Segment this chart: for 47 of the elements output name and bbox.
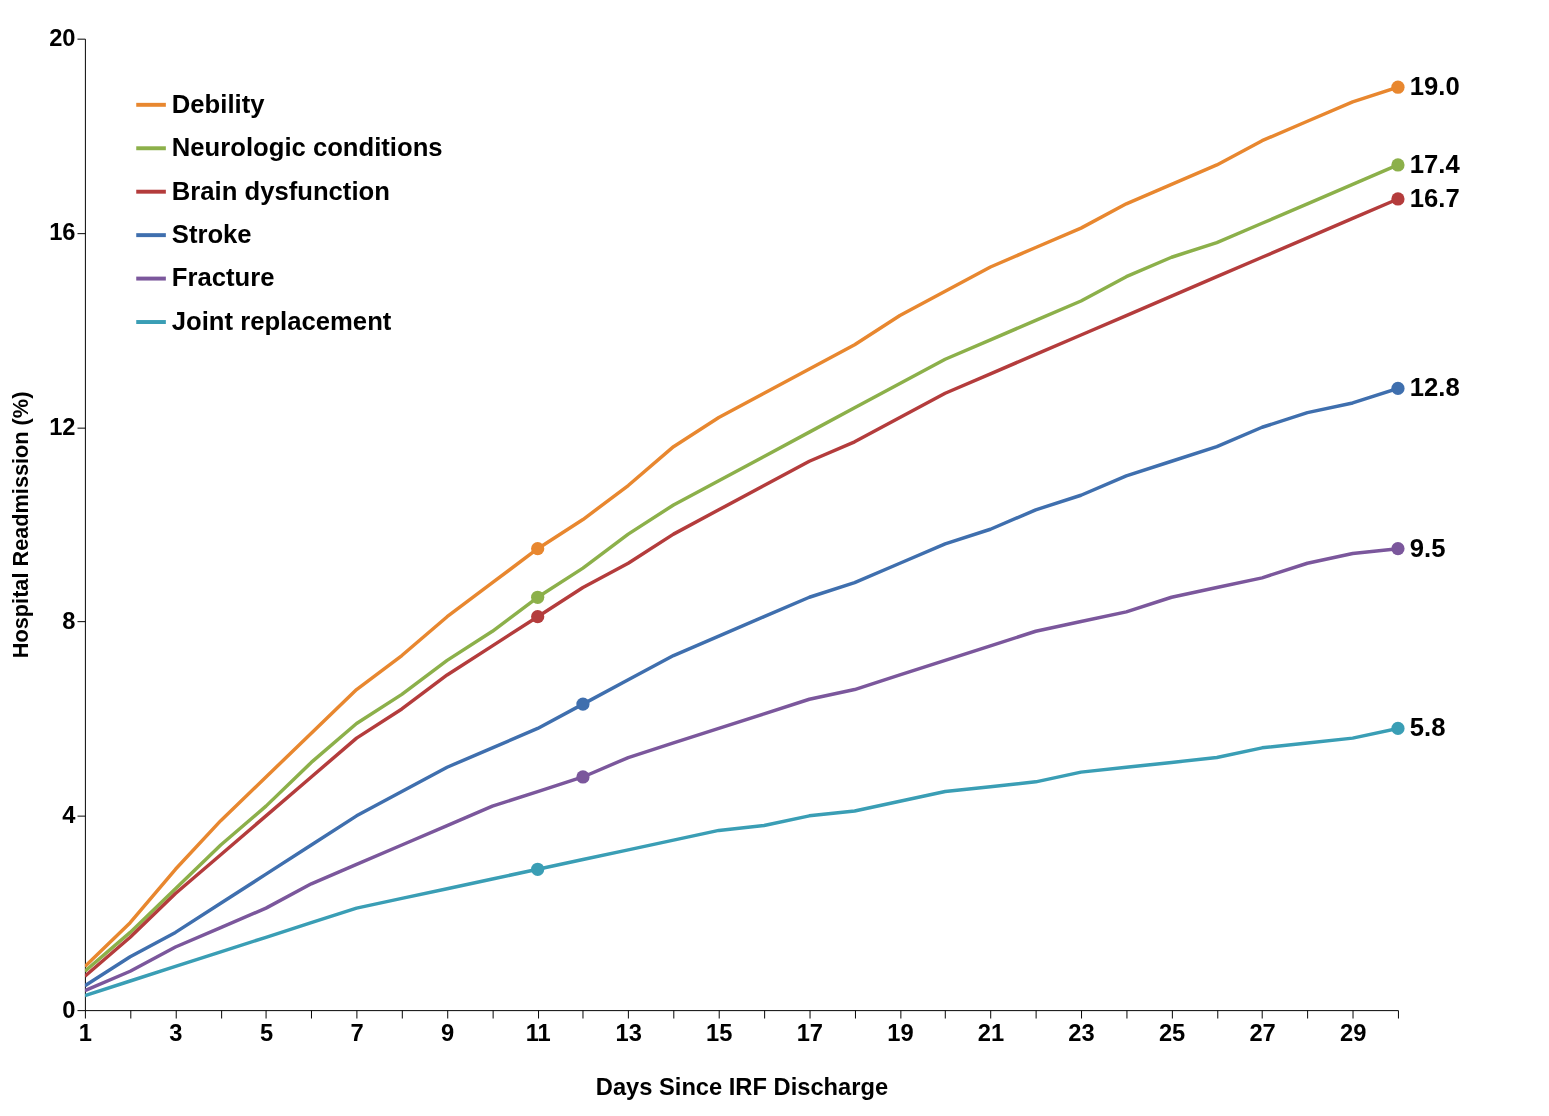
x-axis-title: Days Since IRF Discharge [595,1073,889,1100]
y-tick-label: 20 [49,25,76,52]
x-tick-label: 13 [615,1020,642,1047]
point [531,542,545,556]
point [1391,192,1405,206]
point [1391,542,1405,556]
data-label: 19.0 [1409,72,1460,101]
data-label: 16.7 [1409,183,1460,212]
point [576,697,590,711]
point [576,770,590,784]
y-tick-label: 16 [49,219,76,246]
point [1391,381,1405,396]
y-tick-label: 0 [62,996,76,1023]
y-tick-label: 4 [62,802,77,829]
point [531,862,545,876]
x-tick-label: 1 [78,1020,92,1047]
x-tick-label: 11 [525,1020,551,1047]
legend-label: Stroke [171,220,252,249]
x-tick-label: 23 [1068,1020,1095,1047]
data-label: 17.4 [1409,149,1461,178]
x-tick-label: 29 [1339,1020,1367,1047]
x-tick-label: 21 [977,1020,1005,1047]
y-tick-label: 8 [62,607,76,634]
y-axis-title: Hospital Readmission (%) [8,391,34,659]
point [531,610,545,624]
data-label: 12.8 [1409,373,1460,402]
x-tick-label: 27 [1249,1020,1276,1047]
x-tick-label: 5 [259,1020,274,1047]
x-tick-label: 15 [706,1020,733,1047]
legend-label: Neurologic conditions [171,133,443,162]
legend-label: Joint replacement [171,306,392,335]
data-label: 5.8 [1409,713,1446,742]
x-tick-label: 9 [441,1020,455,1047]
x-tick-label: 3 [169,1020,183,1047]
point [1391,721,1405,736]
point [531,590,545,604]
point [1391,158,1405,172]
x-tick-label: 7 [350,1020,364,1047]
x-tick-label: 17 [796,1020,824,1047]
point [1391,80,1405,94]
legend-label: Debility [171,89,266,118]
y-tick-label: 12 [49,413,76,440]
x-tick-label: 25 [1158,1020,1186,1047]
x-tick-label: 19 [887,1020,914,1047]
data-label: 9.5 [1409,533,1446,562]
legend-label: Brain dysfunction [171,176,390,205]
legend-label: Fracture [171,263,275,292]
